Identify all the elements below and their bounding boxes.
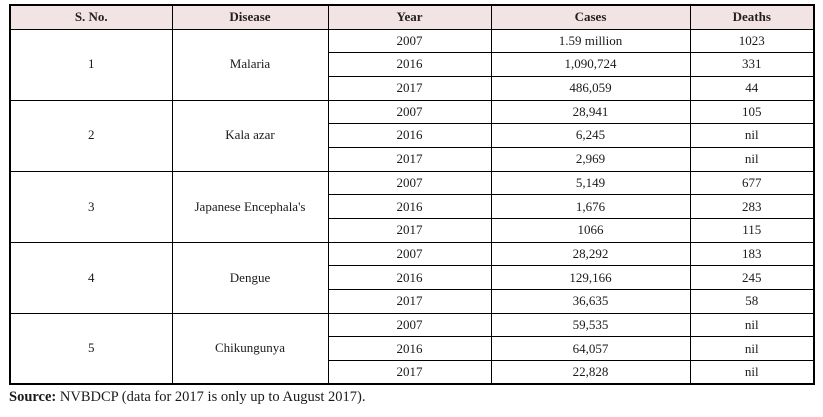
deaths-cell: 183 bbox=[689, 241, 815, 267]
table-row: 5 Chikungunya 2007 59,535 nil bbox=[9, 312, 815, 385]
table-row: 2017 22,828 nil bbox=[10, 360, 815, 385]
year-cell: 2007 bbox=[327, 312, 492, 338]
disease-statistics-table-container: S. No. Disease Year Cases Deaths 1 Malari… bbox=[9, 4, 815, 386]
table-row: 2 Kala azar 2007 28,941 105 bbox=[9, 99, 815, 172]
table-header: S. No. Disease Year Cases Deaths bbox=[9, 4, 815, 30]
cases-cell: 6,245 bbox=[490, 123, 691, 148]
cases-cell: 1,676 bbox=[490, 194, 691, 219]
deaths-cell: 115 bbox=[689, 218, 815, 243]
cases-cell: 1,090,724 bbox=[490, 52, 691, 77]
year-cell: 2007 bbox=[327, 28, 492, 54]
serial-number-cell: 2 bbox=[9, 99, 173, 172]
deaths-cell: 283 bbox=[689, 194, 815, 219]
year-cell: 2017 bbox=[327, 360, 492, 385]
cases-cell: 1066 bbox=[490, 218, 691, 243]
year-cell: 2007 bbox=[327, 170, 492, 196]
serial-number-cell: 1 bbox=[9, 28, 173, 101]
year-cell: 2017 bbox=[327, 146, 492, 172]
table-row: 4 Dengue 2007 28,292 183 bbox=[9, 241, 815, 314]
cases-cell: 486,059 bbox=[490, 75, 691, 101]
header-row: S. No. Disease Year Cases Deaths bbox=[9, 4, 815, 30]
cases-cell: 28,292 bbox=[490, 241, 691, 267]
table-body: 1 Malaria 2007 1.59 million 1023 2016 1,090,72… bbox=[9, 28, 815, 385]
year-cell: 2016 bbox=[327, 336, 492, 362]
table-row: 3 Japanese Encephala's 2007 5,149 677 bbox=[9, 170, 815, 243]
table-row: 2016 1,676 283 bbox=[10, 194, 815, 219]
cases-cell: 28,941 bbox=[490, 99, 691, 125]
year-cell: 2017 bbox=[327, 289, 492, 314]
header-cases: Cases bbox=[490, 4, 691, 30]
year-cell: 2016 bbox=[327, 265, 492, 291]
deaths-cell: 1023 bbox=[689, 28, 815, 54]
table-row: 1 Malaria 2007 1.59 million 1023 bbox=[9, 28, 815, 101]
cases-cell: 64,057 bbox=[490, 336, 691, 362]
header-deaths: Deaths bbox=[689, 4, 815, 30]
table-row: 2017 36,635 58 bbox=[10, 289, 815, 314]
deaths-cell: nil bbox=[689, 146, 815, 172]
deaths-cell: 105 bbox=[689, 99, 815, 125]
year-cell: 2016 bbox=[327, 194, 492, 219]
cases-cell: 59,535 bbox=[490, 312, 691, 338]
disease-cell: Dengue bbox=[171, 241, 329, 314]
header-sno: S. No. bbox=[9, 4, 173, 30]
source-note: Source: NVBDCP (data for 2017 is only up… bbox=[9, 389, 365, 406]
disease-statistics-table: S. No. Disease Year Cases Deaths 1 Malari… bbox=[9, 4, 815, 386]
deaths-cell: 677 bbox=[689, 170, 815, 196]
serial-number-cell: 5 bbox=[9, 312, 173, 385]
cases-cell: 36,635 bbox=[490, 289, 691, 314]
deaths-cell: nil bbox=[689, 123, 815, 148]
disease-cell: Kala azar bbox=[171, 99, 329, 172]
cases-cell: 5,149 bbox=[490, 170, 691, 196]
table-row: 2016 129,166 245 bbox=[10, 265, 815, 291]
table-row: 2016 1,090,724 331 bbox=[10, 52, 815, 77]
serial-number-cell: 3 bbox=[9, 170, 173, 243]
deaths-cell: nil bbox=[689, 312, 815, 338]
source-text: NVBDCP (data for 2017 is only up to Augu… bbox=[56, 389, 366, 405]
deaths-cell: nil bbox=[689, 336, 815, 362]
year-cell: 2016 bbox=[327, 123, 492, 148]
disease-cell: Malaria bbox=[171, 28, 329, 101]
source-label: Source: bbox=[9, 389, 57, 405]
table-row: 2017 1066 115 bbox=[10, 218, 815, 243]
year-cell: 2007 bbox=[327, 241, 492, 267]
deaths-cell: 44 bbox=[689, 75, 815, 101]
deaths-cell: 58 bbox=[689, 289, 815, 314]
year-cell: 2007 bbox=[327, 99, 492, 125]
table-row: 2017 486,059 44 bbox=[10, 75, 815, 101]
cases-cell: 129,166 bbox=[490, 265, 691, 291]
disease-cell: Japanese Encephala's bbox=[171, 170, 329, 243]
year-cell: 2016 bbox=[327, 52, 492, 77]
serial-number-cell: 4 bbox=[9, 241, 173, 314]
year-cell: 2017 bbox=[327, 218, 492, 243]
deaths-cell: 331 bbox=[689, 52, 815, 77]
cases-cell: 2,969 bbox=[490, 146, 691, 172]
header-disease: Disease bbox=[171, 4, 329, 30]
table-row: 2016 64,057 nil bbox=[10, 336, 815, 362]
table-row: 2016 6,245 nil bbox=[10, 123, 815, 148]
deaths-cell: nil bbox=[689, 360, 815, 385]
cases-cell: 22,828 bbox=[490, 360, 691, 385]
deaths-cell: 245 bbox=[689, 265, 815, 291]
cases-cell: 1.59 million bbox=[490, 28, 691, 54]
table-row: 2017 2,969 nil bbox=[10, 146, 815, 172]
disease-cell: Chikungunya bbox=[171, 312, 329, 385]
year-cell: 2017 bbox=[327, 75, 492, 101]
header-year: Year bbox=[327, 4, 492, 30]
